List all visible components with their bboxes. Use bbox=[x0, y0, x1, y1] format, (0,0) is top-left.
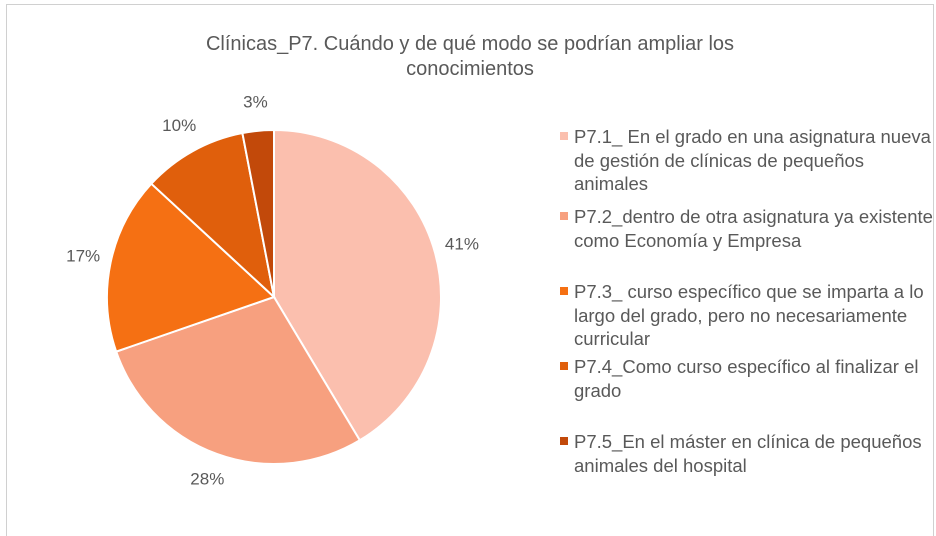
legend-swatch bbox=[560, 437, 568, 445]
legend-label: P7.1_ En el grado en una asignatura nuev… bbox=[574, 126, 931, 194]
legend-item: P7.2_dentro de otra asignatura ya existe… bbox=[560, 205, 934, 252]
frame bbox=[6, 4, 934, 536]
data-label: 10% bbox=[162, 116, 196, 135]
legend-swatch bbox=[560, 132, 568, 140]
legend-label: P7.2_dentro de otra asignatura ya existe… bbox=[574, 206, 933, 251]
data-label: 3% bbox=[243, 92, 268, 111]
legend-item: P7.1_ En el grado en una asignatura nuev… bbox=[560, 125, 934, 196]
pie-slice bbox=[149, 131, 276, 300]
legend-swatch bbox=[560, 287, 568, 295]
legend-item: P7.4_Como curso específico al finalizar … bbox=[560, 355, 934, 402]
data-label: 28% bbox=[190, 470, 224, 489]
pie-slice bbox=[241, 128, 275, 298]
data-label: 41% bbox=[445, 235, 479, 254]
legend-label: P7.3_ curso específico que se imparta a … bbox=[574, 281, 924, 349]
pie-slice bbox=[114, 295, 362, 465]
pie-slice bbox=[106, 182, 276, 353]
legend-swatch bbox=[560, 362, 568, 370]
legend-item: P7.5_En el máster en clínica de pequeños… bbox=[560, 430, 934, 477]
legend-label: P7.4_Como curso específico al finalizar … bbox=[574, 356, 919, 401]
legend-label: P7.5_En el máster en clínica de pequeños… bbox=[574, 431, 922, 476]
legend-item: P7.3_ curso específico que se imparta a … bbox=[560, 280, 934, 351]
chart-title: Clínicas_P7. Cuándo y de qué modo se pod… bbox=[205, 33, 735, 80]
legend-swatch bbox=[560, 212, 568, 220]
data-label: 17% bbox=[66, 247, 100, 266]
pie-slice bbox=[273, 128, 442, 442]
